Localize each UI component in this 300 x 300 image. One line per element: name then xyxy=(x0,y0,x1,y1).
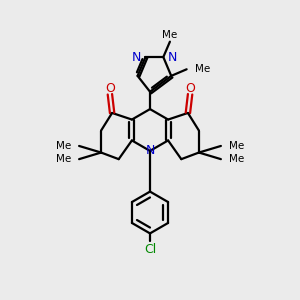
Text: N: N xyxy=(167,51,177,64)
Text: O: O xyxy=(185,82,195,95)
Text: Cl: Cl xyxy=(144,243,156,256)
Text: Me: Me xyxy=(229,154,244,164)
Text: Me: Me xyxy=(162,30,178,40)
Text: N: N xyxy=(132,51,142,64)
Text: Me: Me xyxy=(56,141,71,151)
Text: O: O xyxy=(105,82,115,95)
Text: N: N xyxy=(145,144,155,158)
Text: Me: Me xyxy=(195,64,210,74)
Text: Me: Me xyxy=(56,154,71,164)
Text: Me: Me xyxy=(229,141,244,151)
